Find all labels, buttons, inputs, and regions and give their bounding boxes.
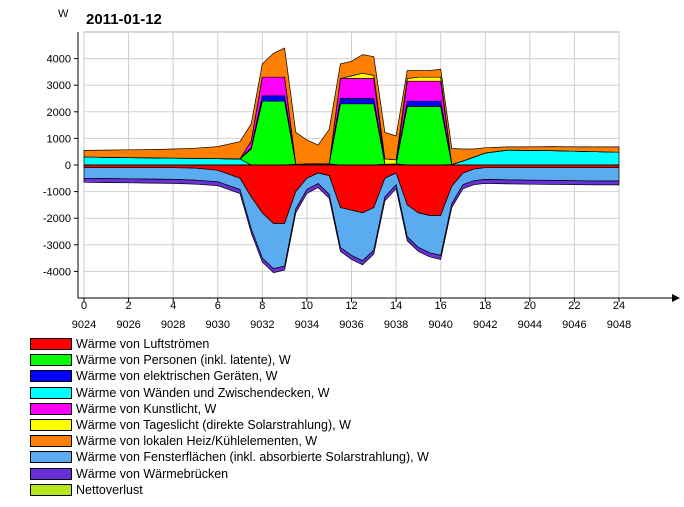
y-tick-label: 2000 xyxy=(47,107,71,119)
legend-label: Nettoverlust xyxy=(76,482,143,497)
legend-swatch xyxy=(30,419,72,432)
x-tick-label-index: 9026 xyxy=(116,319,140,331)
y-tick-label: -4000 xyxy=(43,266,71,278)
x-tick-label-hour: 6 xyxy=(215,300,221,312)
legend-label: Wärme von Wänden und Zwischendecken, W xyxy=(76,385,330,400)
x-tick-label-index: 9034 xyxy=(295,319,319,331)
y-tick-label: 3000 xyxy=(47,80,71,92)
x-tick-label-hour: 10 xyxy=(301,300,313,312)
x-tick-label-hour: 4 xyxy=(170,300,176,312)
legend-label: Wärme von Fensterflächen (inkl. absorbie… xyxy=(76,450,429,465)
x-tick-label-hour: 2 xyxy=(126,300,132,312)
legend-label: Wärme von Luftströmen xyxy=(76,337,210,352)
x-tick-label-index: 9046 xyxy=(562,319,586,331)
legend-swatch xyxy=(30,451,72,464)
y-tick-label: 1000 xyxy=(47,133,71,145)
legend-swatch xyxy=(30,402,72,415)
legend-label: Wärme von lokalen Heiz/Kühlelementen, W xyxy=(76,434,318,449)
legend-swatch xyxy=(30,354,72,367)
legend-label: Wärme von Tageslicht (direkte Solarstrah… xyxy=(76,418,351,433)
x-tick-label-index: 9028 xyxy=(161,319,185,331)
x-axis-arrow-icon xyxy=(672,294,680,302)
legend-swatch xyxy=(30,370,72,383)
x-tick-label-hour: 18 xyxy=(479,300,491,312)
x-tick-label-index: 9036 xyxy=(339,319,363,331)
legend-label: Wärme von elektrischen Geräten, W xyxy=(76,369,278,384)
x-tick-label-index: 9048 xyxy=(607,319,631,331)
legend-item: Wärme von Tageslicht (direkte Solarstrah… xyxy=(30,417,429,433)
legend-item: Wärme von Luftströmen xyxy=(30,336,429,352)
y-tick-label: -2000 xyxy=(43,213,71,225)
x-tick-label-hour: 16 xyxy=(435,300,447,312)
legend-item: Wärme von Wärmebrücken xyxy=(30,466,429,482)
legend-swatch xyxy=(30,386,72,399)
legend-label: Wärme von Kunstlicht, W xyxy=(76,401,217,416)
legend-item: Wärme von Kunstlicht, W xyxy=(30,401,429,417)
x-tick-label-hour: 0 xyxy=(81,300,87,312)
legend-item: Nettoverlust xyxy=(30,482,429,498)
x-tick-label-index: 9030 xyxy=(206,319,230,331)
x-tick-label-index: 9042 xyxy=(473,319,497,331)
x-tick-label-hour: 14 xyxy=(390,300,402,312)
x-tick-label-hour: 22 xyxy=(568,300,580,312)
legend-swatch xyxy=(30,435,72,448)
legend-item: Wärme von lokalen Heiz/Kühlelementen, W xyxy=(30,433,429,449)
legend-label: Wärme von Wärmebrücken xyxy=(76,466,229,481)
x-tick-label-index: 9040 xyxy=(428,319,452,331)
x-tick-label-index: 9038 xyxy=(384,319,408,331)
legend-swatch xyxy=(30,338,72,351)
legend-label: Wärme von Personen (inkl. latente), W xyxy=(76,353,291,368)
axes: 4000 3000 2000 1000 0 -1000 -2000 -3000 -4000 0 90… xyxy=(43,32,680,331)
x-tick-label-hour: 12 xyxy=(345,300,357,312)
legend-item: Wärme von Personen (inkl. latente), W xyxy=(30,352,429,368)
y-axis-unit-label: W xyxy=(58,8,69,20)
x-tick-label-hour: 8 xyxy=(259,300,265,312)
y-tick-label: -1000 xyxy=(43,187,71,199)
area-negative-w-rme-von-w-rmebr-cken xyxy=(83,177,620,274)
legend-swatch xyxy=(30,467,72,480)
x-tick-label-index: 9044 xyxy=(518,319,542,331)
chart-title: 2011-01-12 xyxy=(86,11,162,28)
y-tick-label: 4000 xyxy=(47,54,71,66)
y-tick-label: -3000 xyxy=(43,240,71,252)
x-tick-label-hour: 20 xyxy=(524,300,536,312)
y-tick-label: 0 xyxy=(65,160,71,172)
legend-item: Wärme von Wänden und Zwischendecken, W xyxy=(30,385,429,401)
x-tick-label-index: 9032 xyxy=(250,319,274,331)
area-positive-w-rme-von-lokalen-heiz-k-hlelementen-w xyxy=(83,47,620,165)
x-tick-label-index: 9024 xyxy=(72,319,96,331)
x-tick-label-hour: 24 xyxy=(613,300,625,312)
legend-swatch xyxy=(30,483,72,496)
legend-item: Wärme von Fensterflächen (inkl. absorbie… xyxy=(30,449,429,465)
chart-legend: Wärme von Luftströmen Wärme von Personen … xyxy=(30,336,429,498)
legend-item: Wärme von elektrischen Geräten, W xyxy=(30,368,429,384)
